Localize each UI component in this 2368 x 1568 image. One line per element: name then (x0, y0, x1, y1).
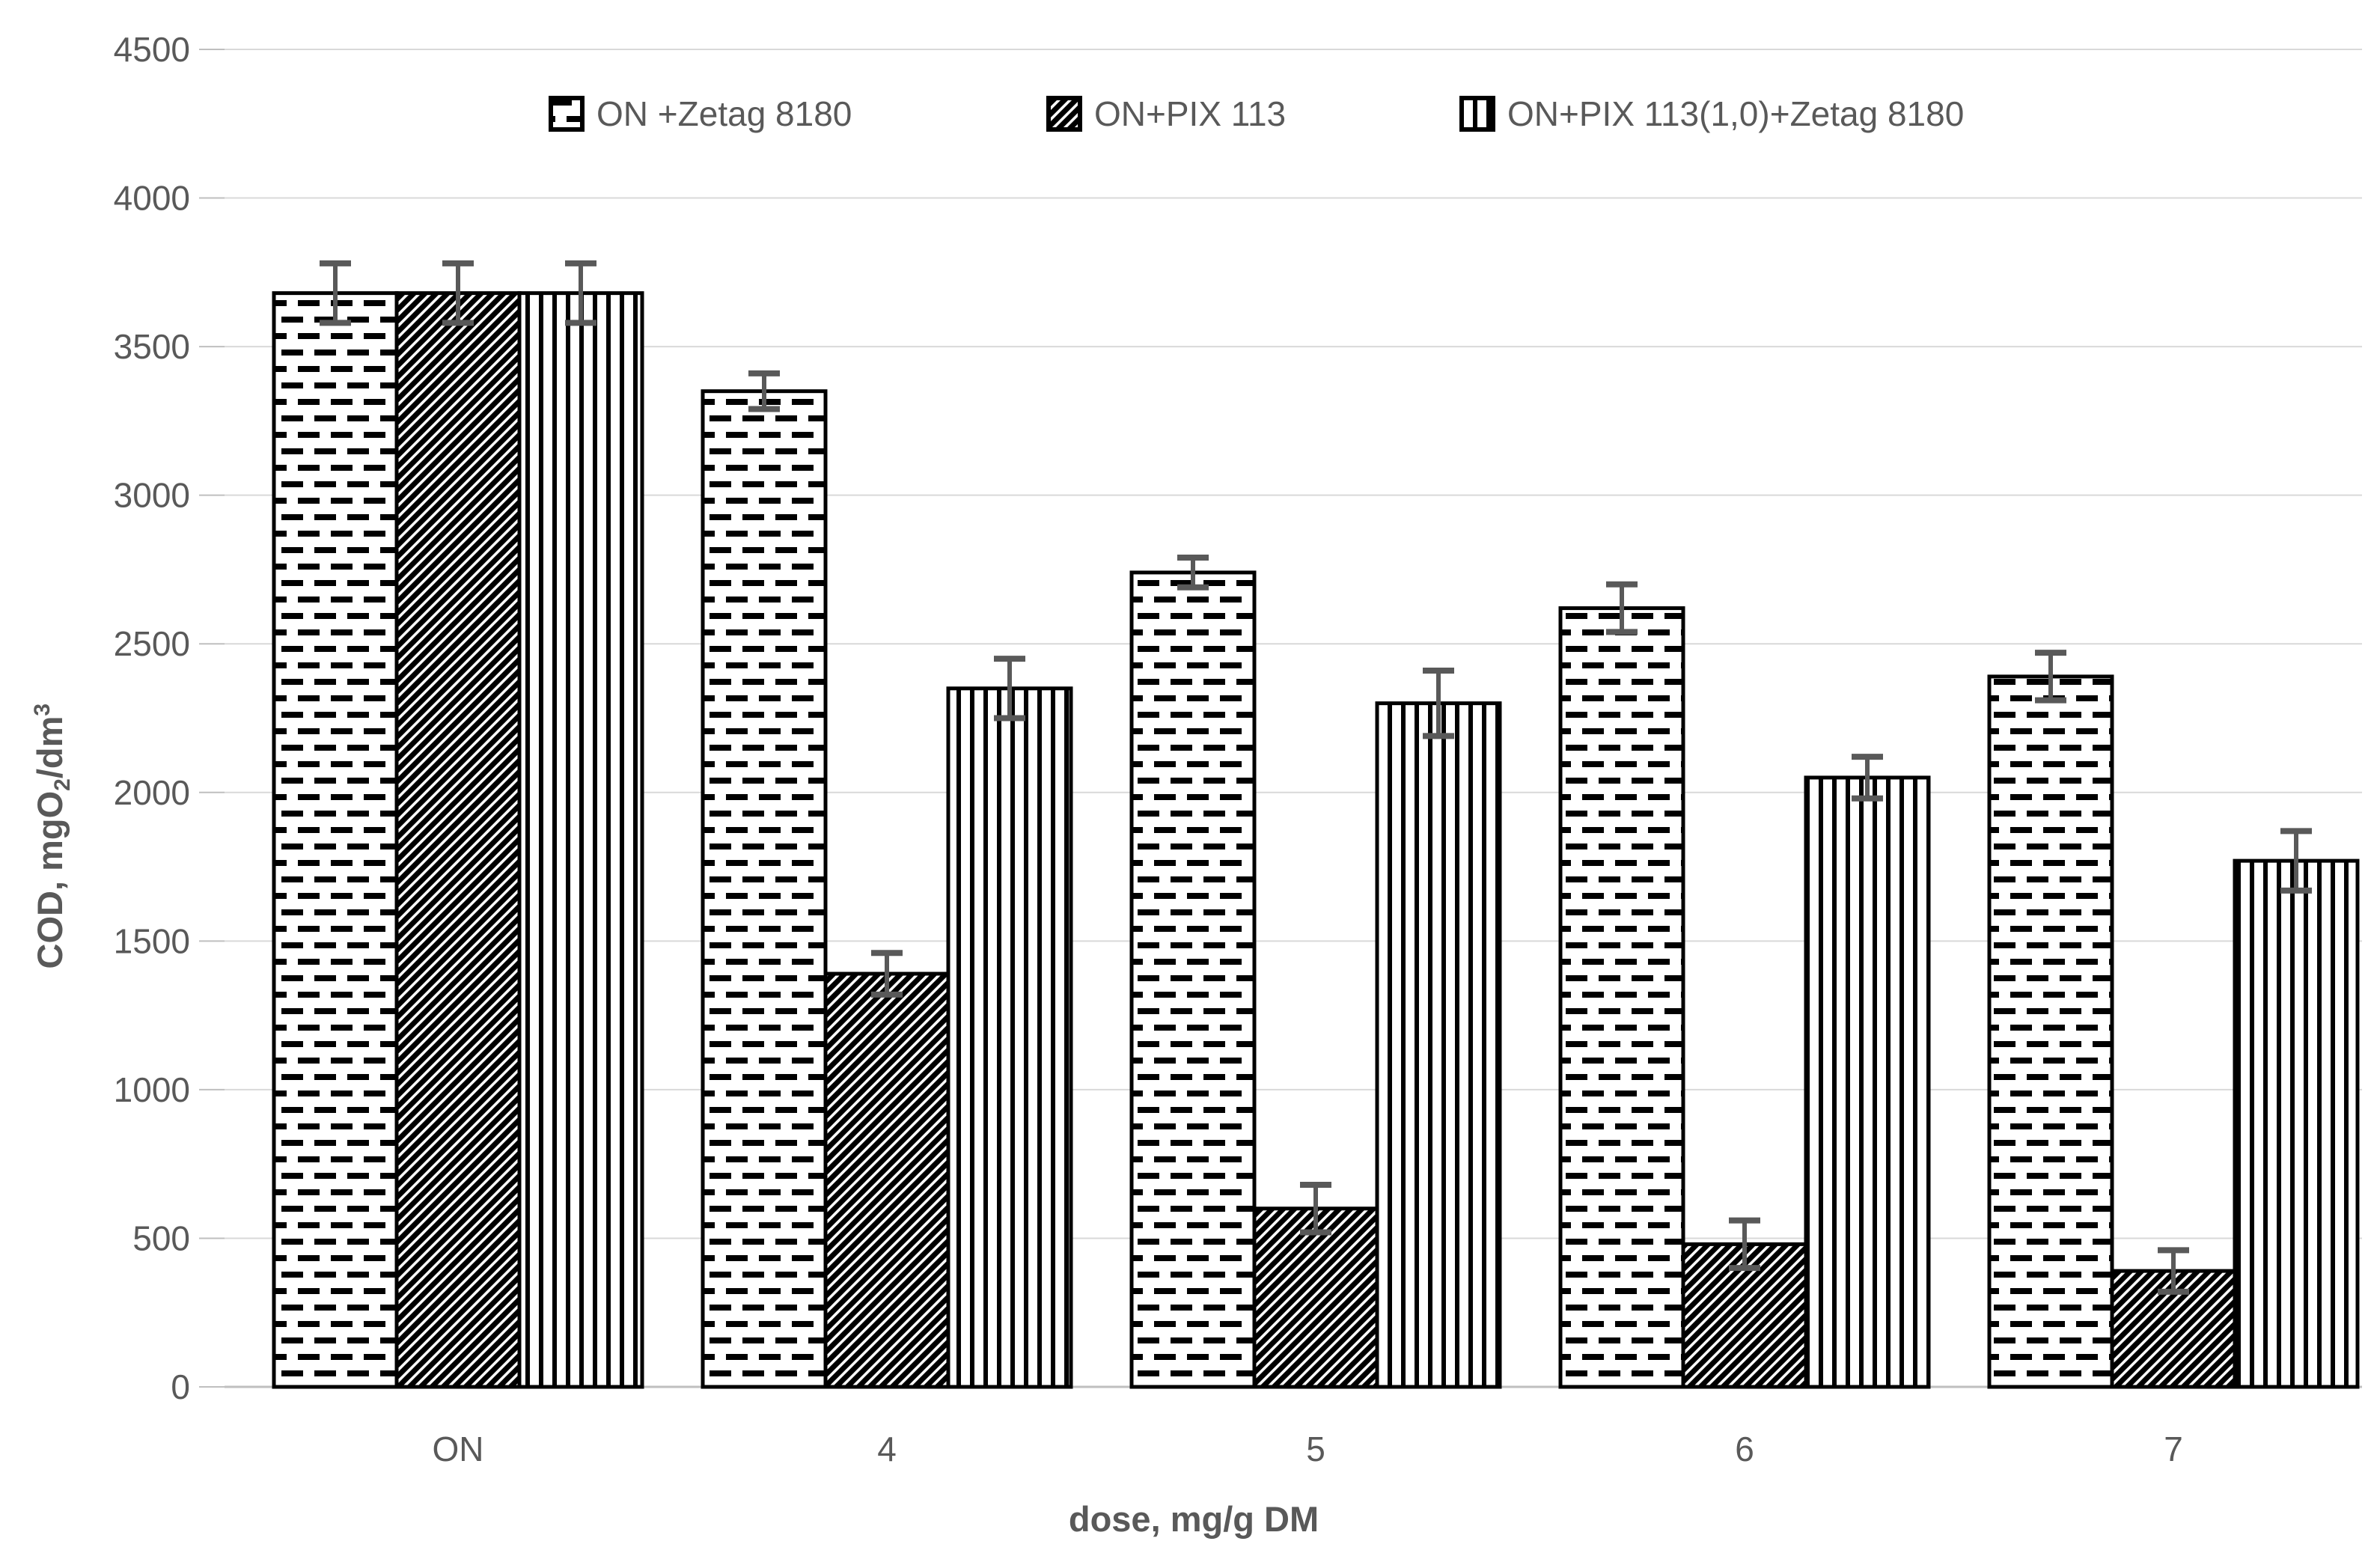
y-axis-title-subscript: 2 (50, 778, 76, 791)
y-tick-label-2000: 2000 (114, 773, 190, 812)
y-tick-label-4000: 4000 (114, 179, 190, 218)
bar-diagonal-cat-ON (394, 291, 522, 1389)
x-tick-label-4: 4 (877, 1430, 897, 1468)
bar-diagonal-cat-4 (823, 971, 950, 1389)
axis-tick-labels-layer: 0 500 1000 1500 2000 2500 3000 3500 4000 4500 ON 4 5… (114, 30, 2183, 1468)
y-axis-title-superscript: 3 (30, 703, 55, 716)
error-bars-layer (320, 260, 2312, 1295)
y-tick-label-3000: 3000 (114, 476, 190, 515)
y-axis-title: COD, mgO2/dm3 (29, 649, 76, 1023)
x-tick-label-5: 5 (1306, 1430, 1325, 1468)
x-tick-label-7: 7 (2164, 1430, 2183, 1468)
x-tick-label-6: 6 (1735, 1430, 1754, 1468)
legend-item-series-3: ON+PIX 113(1,0)+Zetag 8180 (1459, 94, 1964, 133)
y-tick-label-2500: 2500 (114, 624, 190, 663)
bar-vertical-cat-ON (517, 291, 644, 1389)
bar-vertical-cat-7 (2233, 858, 2360, 1389)
vertical-pattern-swatch-icon (1459, 96, 1495, 132)
bar-diagonal-cat-5 (1252, 1206, 1379, 1389)
y-axis-title-text-2: /dm (29, 716, 70, 779)
y-axis-title-text: COD, mgO (29, 790, 70, 969)
y-tick-label-500: 500 (132, 1218, 190, 1257)
bar-vertical-cat-6 (1804, 775, 1931, 1389)
legend-label-series-3: ON+PIX 113(1,0)+Zetag 8180 (1507, 94, 1965, 133)
legend-item-series-2: ON+PIX 113 (1046, 94, 1286, 133)
y-tick-label-0: 0 (171, 1367, 190, 1406)
dashed-pattern-swatch-icon (549, 96, 585, 132)
legend-label-series-1: ON +Zetag 8180 (596, 94, 852, 133)
diagonal-pattern-swatch-icon (1046, 96, 1082, 132)
bar-dashed-cat-5 (1129, 570, 1257, 1389)
bar-dashed-cat-6 (1558, 606, 1685, 1389)
bar-dashed-cat-ON (272, 291, 399, 1389)
x-axis-title: dose, mg/g DM (1068, 1499, 1319, 1539)
bar-dashed-cat-7 (1987, 674, 2114, 1389)
bar-vertical-cat-4 (946, 686, 1073, 1389)
y-tick-label-3500: 3500 (114, 327, 190, 366)
x-tick-label-ON: ON (433, 1430, 484, 1468)
bar-dashed-cat-4 (701, 389, 828, 1389)
bars-layer (272, 291, 2360, 1389)
y-tick-label-1000: 1000 (114, 1070, 190, 1109)
legend-label-series-2: ON+PIX 113 (1094, 94, 1287, 133)
bar-vertical-cat-5 (1375, 701, 1502, 1389)
y-tick-label-1500: 1500 (114, 921, 190, 960)
y-tick-label-4500: 4500 (114, 30, 190, 69)
legend-item-series-1: ON +Zetag 8180 (549, 94, 852, 133)
